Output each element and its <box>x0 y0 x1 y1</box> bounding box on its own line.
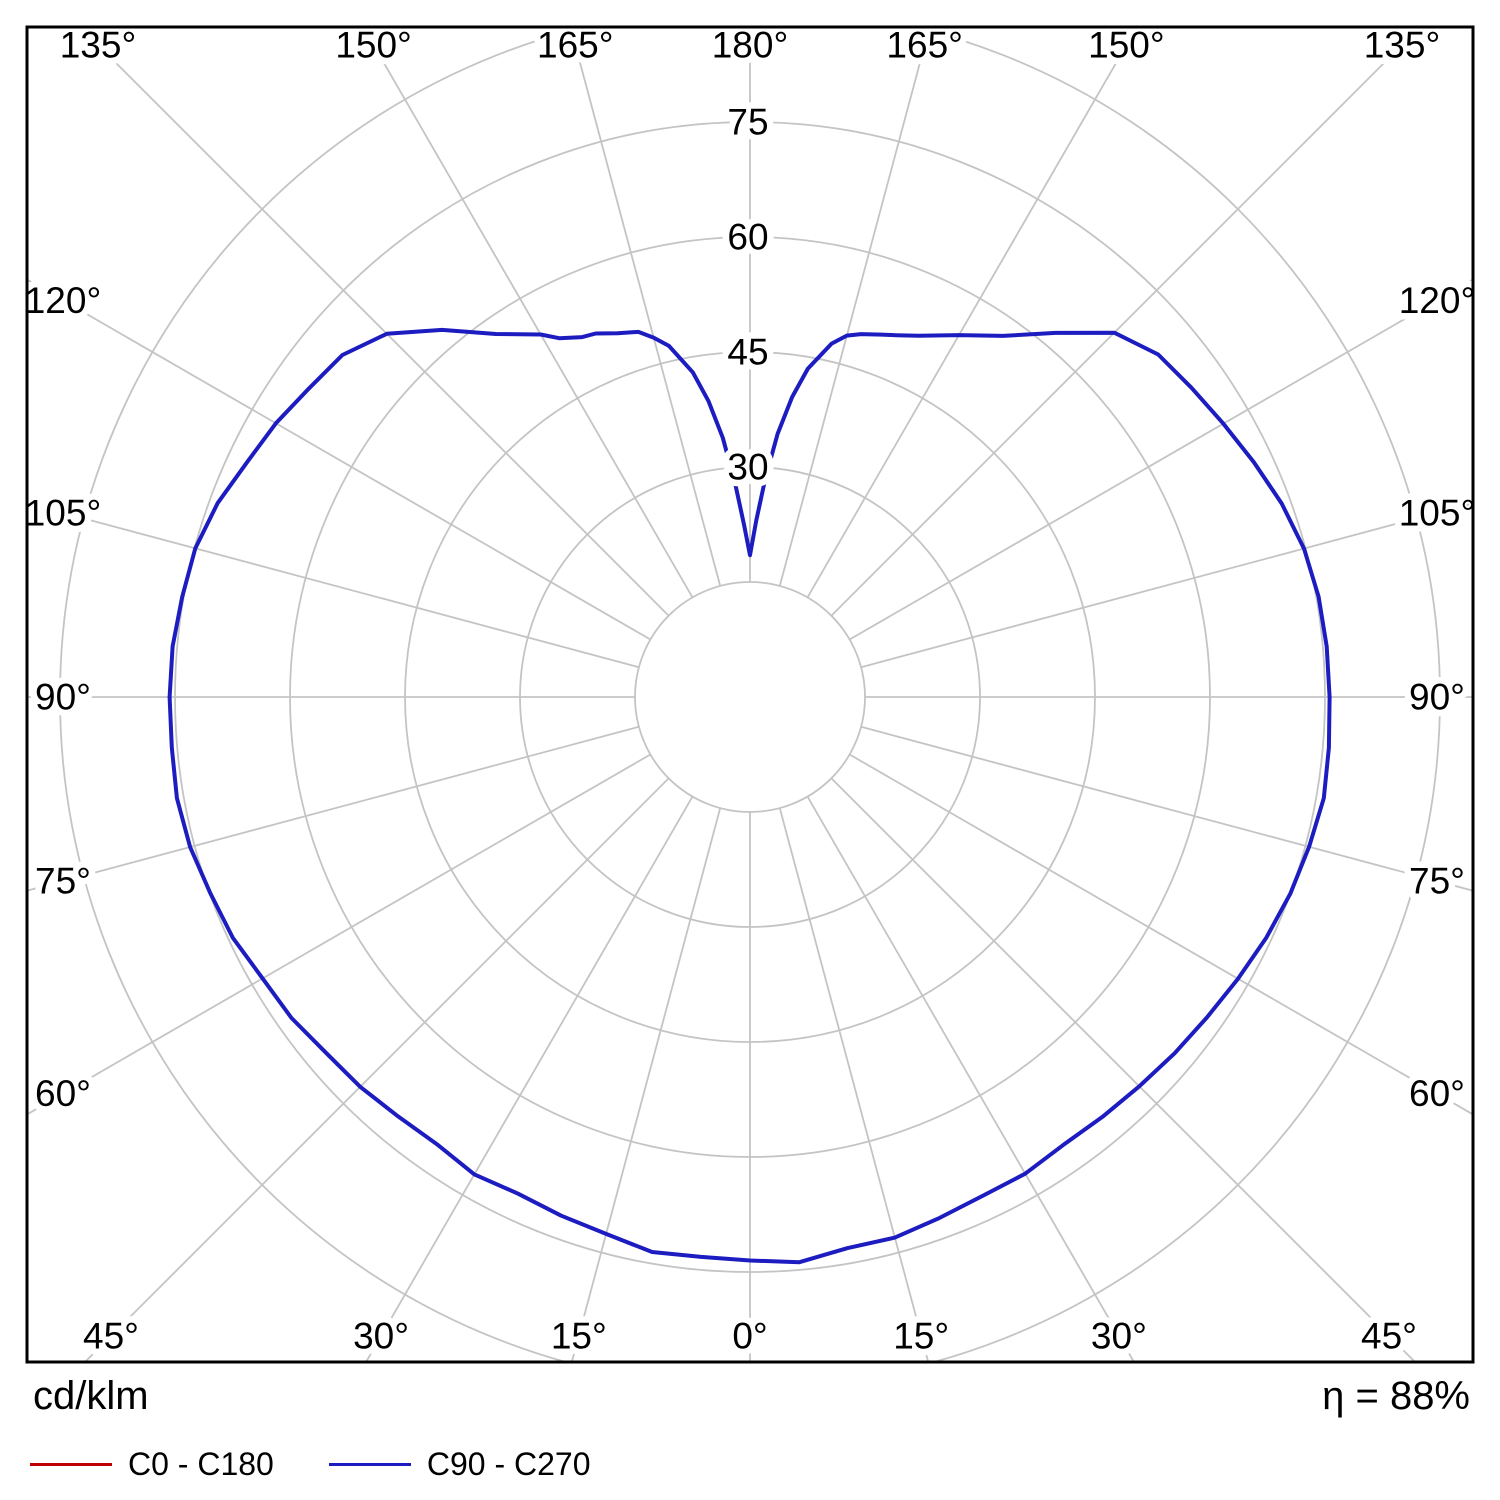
ring-value-label: 75 <box>727 102 768 143</box>
angle-label: 120° <box>25 280 102 321</box>
footer: cd/klm η = 88% <box>33 1374 1470 1418</box>
angle-label: 150° <box>1088 25 1165 66</box>
polar-grid-spoke <box>365 796 694 1362</box>
chart-frame <box>25 25 1475 1364</box>
legend-item-c0-c180: C0 - C180 <box>30 1446 274 1483</box>
angle-label: 165° <box>537 25 614 66</box>
angle-label: 120° <box>1399 280 1476 321</box>
angle-label: 30° <box>353 1316 409 1357</box>
polar-grid-spoke <box>830 777 1417 1362</box>
curve-c90-c270 <box>167 327 1332 1265</box>
angle-label: 60° <box>1409 1073 1465 1114</box>
angle-label: 45° <box>1361 1316 1417 1357</box>
angle-label: 75° <box>35 861 91 902</box>
polar-grid-spoke <box>849 753 1473 1116</box>
polar-grid-spoke <box>778 807 930 1362</box>
legend-item-c90-c270: C90 - C270 <box>328 1446 591 1483</box>
polar-grid-spoke <box>83 777 670 1362</box>
angle-label: 45° <box>83 1316 139 1357</box>
legend: C0 - C180 C90 - C270 <box>30 1446 590 1483</box>
angle-label: 90° <box>1409 677 1465 718</box>
polar-grid-spoke <box>830 27 1422 617</box>
polar-grid-spoke <box>27 753 651 1116</box>
legend-swatch-c0-c180 <box>30 1463 112 1466</box>
legend-label-c0-c180: C0 - C180 <box>128 1446 274 1482</box>
polar-grid-ring <box>634 581 866 813</box>
polar-grid-spoke <box>778 27 931 587</box>
efficiency-label: η = 88% <box>1322 1374 1470 1418</box>
polar-grid-spoke <box>27 725 640 892</box>
angle-label: 15° <box>551 1316 607 1357</box>
chart-labels: 30 45 60 75 0° 15° 15° 30° 30° 45° 45° 60° 60° 75° 75°… <box>18 18 1482 1363</box>
angle-label: 180° <box>712 25 789 66</box>
polar-grid-spoke <box>806 27 1138 598</box>
ring-value-label: 60 <box>727 217 768 258</box>
angle-label: 150° <box>335 25 412 66</box>
ring-value-label: 45 <box>727 332 768 373</box>
polar-grid-spoke <box>806 796 1135 1362</box>
polar-grid-spoke <box>27 278 651 641</box>
ring-value-label: 30 <box>727 447 768 488</box>
angle-label: 165° <box>886 25 963 66</box>
angle-label: 15° <box>893 1316 949 1357</box>
angle-label: 105° <box>1399 492 1476 533</box>
angle-label: 75° <box>1409 861 1465 902</box>
angle-label: 135° <box>60 25 137 66</box>
polar-grid-spoke <box>569 27 722 587</box>
polar-grid-spoke <box>78 27 670 617</box>
angle-label: 105° <box>25 492 102 533</box>
polar-grid-spoke <box>849 278 1473 641</box>
polar-grid-spoke <box>860 502 1473 669</box>
polar-grid-spoke <box>860 725 1473 892</box>
angle-label: 90° <box>35 677 91 718</box>
angle-label: 135° <box>1364 25 1441 66</box>
polar-grid-spoke <box>27 502 640 669</box>
angle-label: 0° <box>732 1316 767 1357</box>
polar-grid-spoke <box>570 807 722 1362</box>
legend-swatch-c90-c270 <box>328 1463 411 1466</box>
legend-label-c90-c270: C90 - C270 <box>426 1446 591 1482</box>
angle-label: 60° <box>35 1073 91 1114</box>
units-label: cd/klm <box>33 1374 149 1418</box>
polar-grid-spoke <box>362 27 694 598</box>
angle-label: 30° <box>1091 1316 1147 1357</box>
